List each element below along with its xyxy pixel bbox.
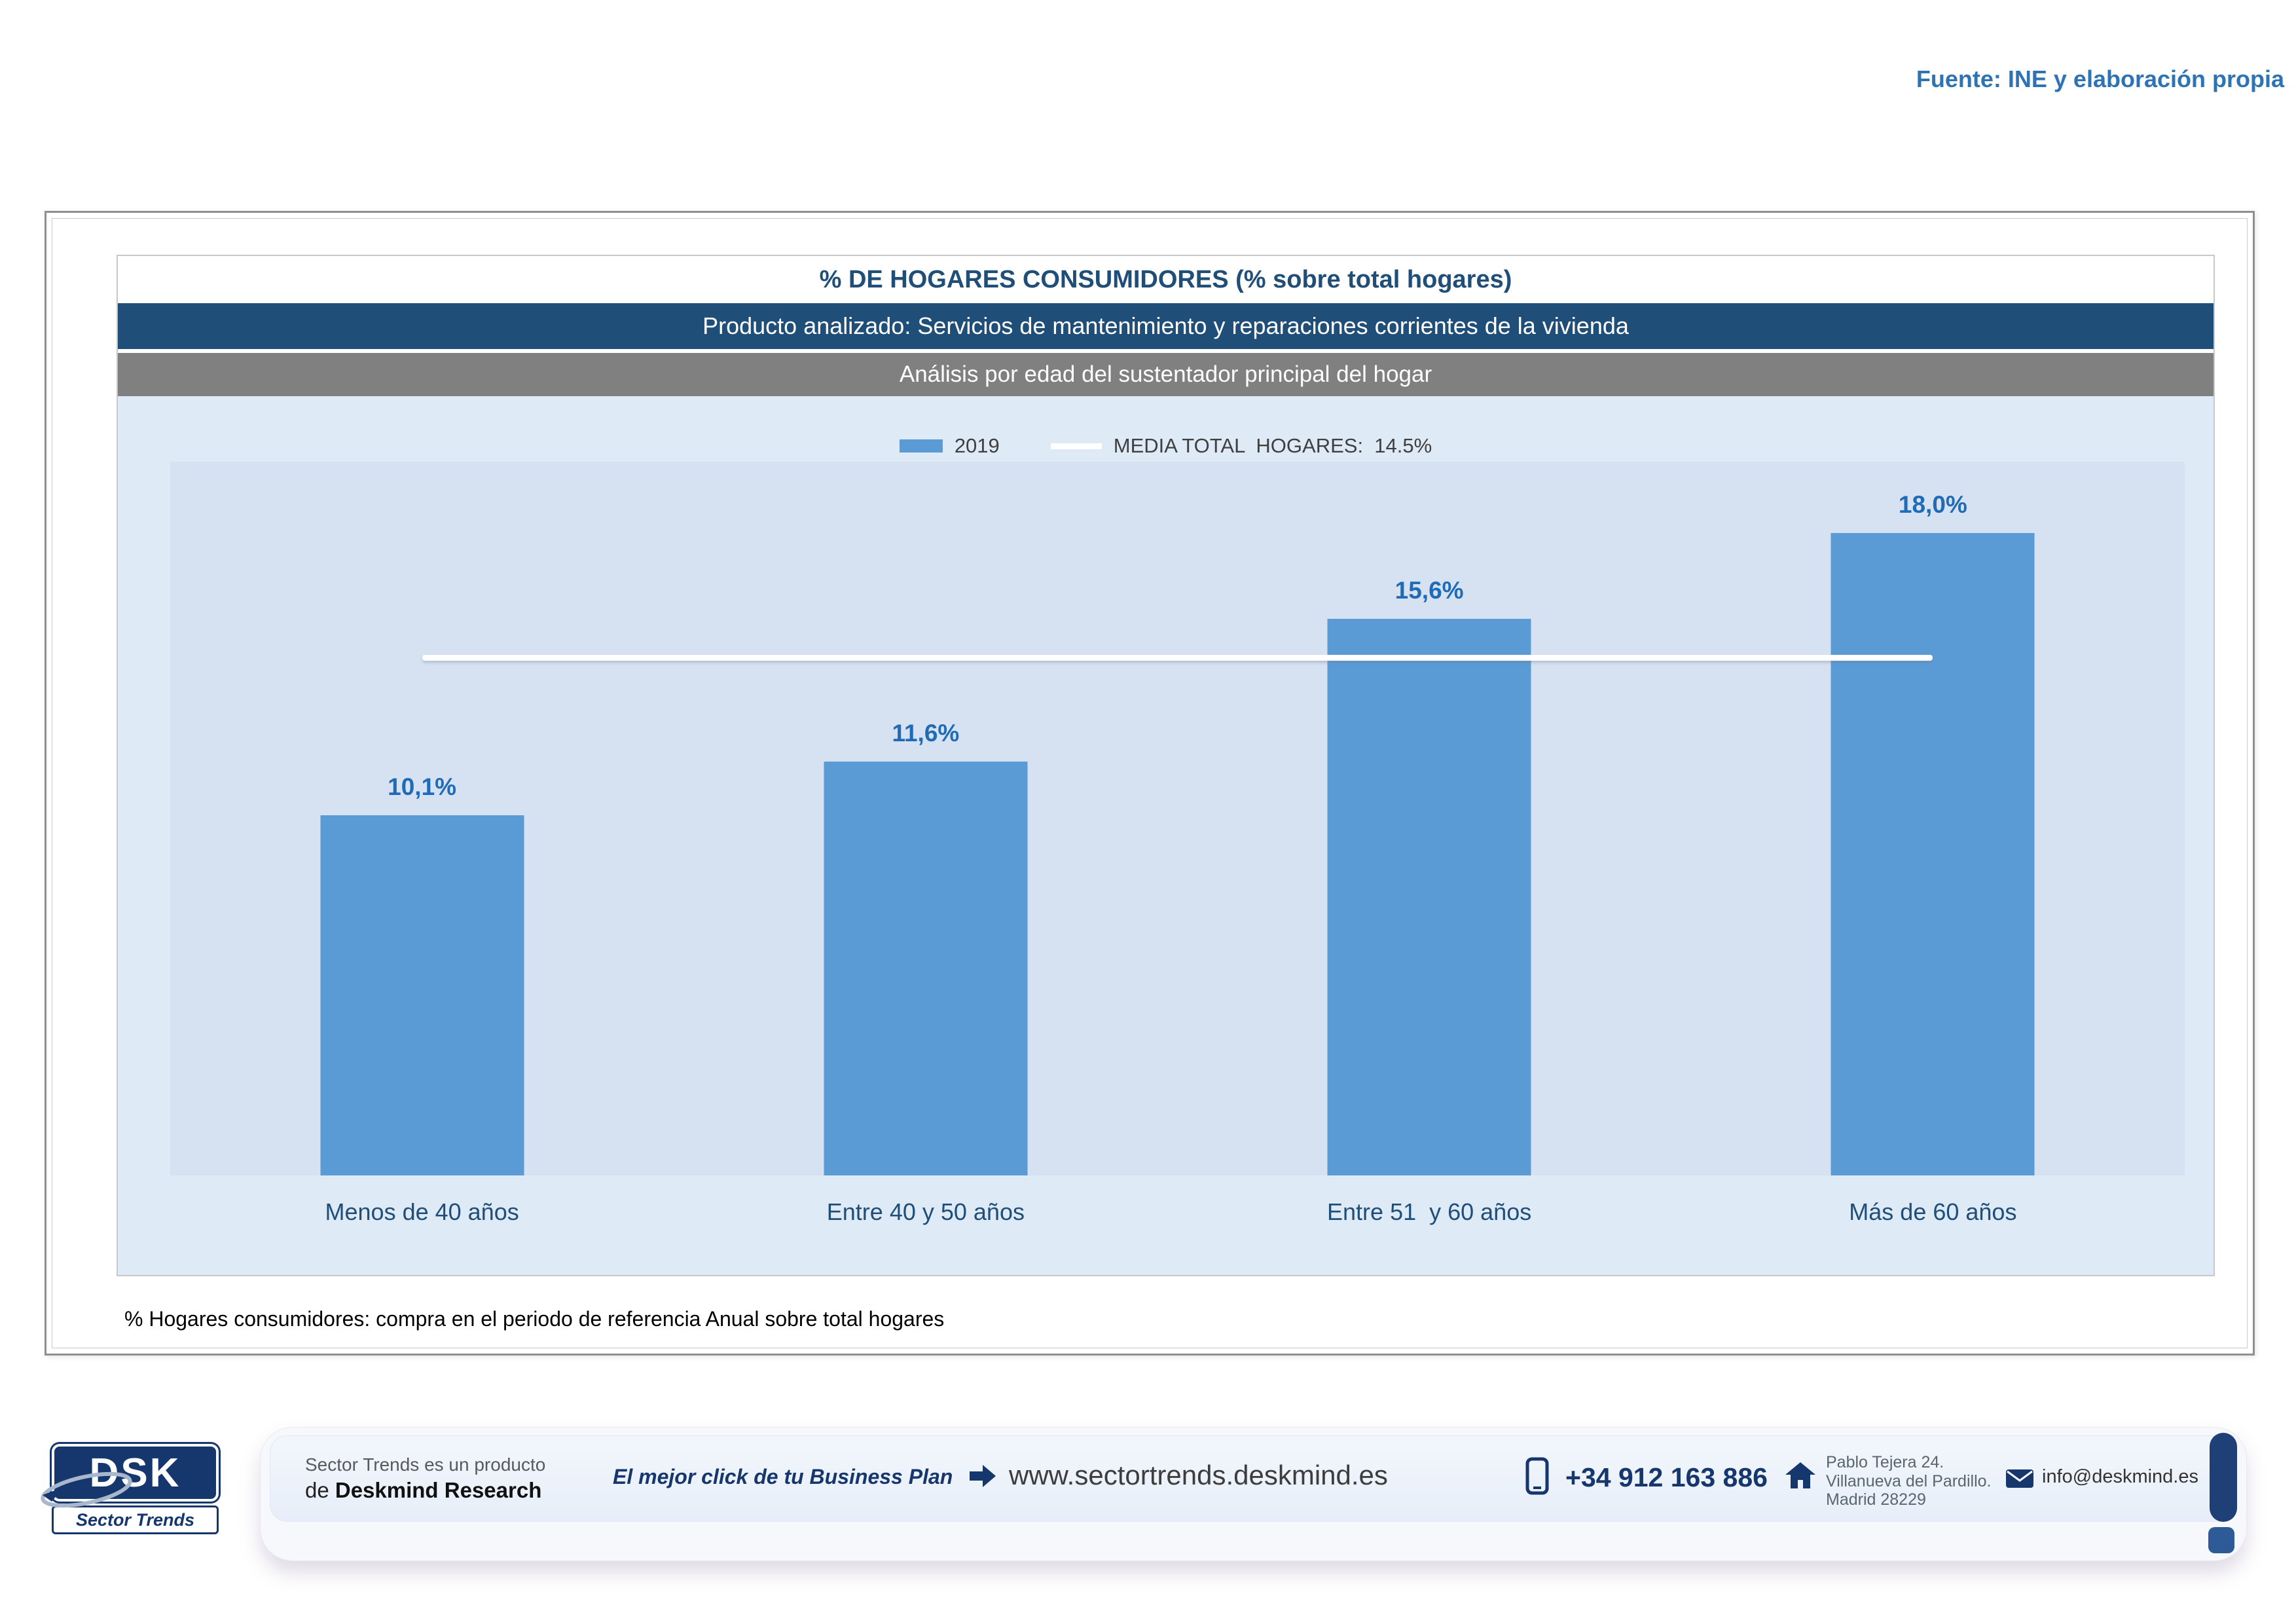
footer-tagline: El mejor click de tu Business Plan [613, 1465, 953, 1488]
footer-accent-square [2208, 1527, 2234, 1553]
chart-panel: % DE HOGARES CONSUMIDORES (% sobre total… [117, 255, 2215, 1276]
footer-company-name: Deskmind Research [335, 1478, 542, 1502]
phone-icon [1525, 1457, 1550, 1498]
media-total-line [422, 654, 1933, 661]
legend-media-swatch [1050, 443, 1102, 449]
category-label: Menos de 40 años [325, 1198, 519, 1225]
footer-strip [270, 1435, 2237, 1522]
dsk-logo-plate: DSK [52, 1444, 219, 1502]
bar-value-label: 10,1% [388, 773, 457, 800]
bar-2019 [1327, 618, 1531, 1175]
bar-value-label: 18,0% [1898, 491, 1967, 518]
footer: Sector Trends es un producto de Deskmind… [260, 1427, 2247, 1561]
legend-2019-swatch [899, 439, 943, 452]
analysis-band: Análisis por edad del sustentador princi… [118, 353, 2214, 396]
plot-area: 10,1% 11,6% 15,6% 18,0% [170, 462, 2185, 1175]
legend-media-label: MEDIA TOTAL HOGARES: 14.5% [1113, 434, 1432, 457]
chart-area: 2019 MEDIA TOTAL HOGARES: 14.5% 10,1% 11,… [118, 396, 2214, 1275]
category-label: Entre 40 y 50 años [826, 1198, 1025, 1225]
footer-accent-bar [2210, 1433, 2237, 1522]
bar-2019 [824, 761, 1028, 1175]
dsk-logo: DSK Sector Trends [41, 1444, 219, 1534]
bar-2019 [320, 815, 524, 1175]
footer-address-line3: Madrid 28229 [1826, 1490, 1926, 1509]
footer-product-of-line1: Sector Trends es un producto [305, 1454, 546, 1475]
product-band: Producto analizado: Servicios de manteni… [118, 303, 2214, 349]
footer-address-line2: Villanueva del Pardillo. [1826, 1471, 1992, 1490]
house-icon [1785, 1461, 1816, 1493]
arrow-icon [968, 1461, 998, 1494]
footer-product-of-line2: de Deskmind Research [305, 1478, 545, 1503]
band-gap [118, 349, 2214, 353]
bar-column: 11,6% [674, 462, 1177, 1175]
bar-value-label: 11,6% [892, 719, 960, 747]
email-icon [2005, 1469, 2034, 1492]
bar-value-label: 15,6% [1394, 576, 1464, 604]
dsk-logo-band: Sector Trends [52, 1505, 219, 1534]
footer-address-line1: Pablo Tejera 24. [1826, 1453, 1944, 1471]
category-label: Más de 60 años [1849, 1198, 2017, 1225]
footer-product-of-prefix: de [305, 1478, 335, 1502]
source-note: Fuente: INE y elaboración propia [1916, 65, 2284, 92]
report-frame-inner: % DE HOGARES CONSUMIDORES (% sobre total… [52, 218, 2248, 1348]
category-label: Entre 51 y 60 años [1327, 1198, 1532, 1225]
report-frame: % DE HOGARES CONSUMIDORES (% sobre total… [45, 211, 2255, 1356]
footer-product-of: Sector Trends es un producto de Deskmind… [305, 1454, 545, 1503]
bar-2019 [1831, 533, 2035, 1175]
bar-column: 15,6% [1178, 462, 1681, 1175]
paper-plane-icon [37, 1466, 136, 1517]
footer-phone-number: +34 912 163 886 [1565, 1462, 1768, 1492]
chart-legend: 2019 MEDIA TOTAL HOGARES: 14.5% [118, 434, 2214, 458]
footer-website-link[interactable]: www.sectortrends.deskmind.es [1009, 1460, 1388, 1490]
chart-footnote: % Hogares consumidores: compra en el per… [124, 1307, 945, 1331]
bar-column: 18,0% [1681, 462, 2185, 1175]
footer-email-link[interactable]: info@deskmind.es [2042, 1466, 2198, 1487]
chart-title: % DE HOGARES CONSUMIDORES (% sobre total… [118, 256, 2214, 303]
legend-2019-label: 2019 [954, 434, 1000, 457]
bar-column: 10,1% [170, 462, 674, 1175]
category-axis: Menos de 40 años Entre 40 y 50 años Entre … [170, 1198, 2185, 1226]
footer-address: Pablo Tejera 24. Villanueva del Pardillo… [1826, 1453, 1991, 1509]
